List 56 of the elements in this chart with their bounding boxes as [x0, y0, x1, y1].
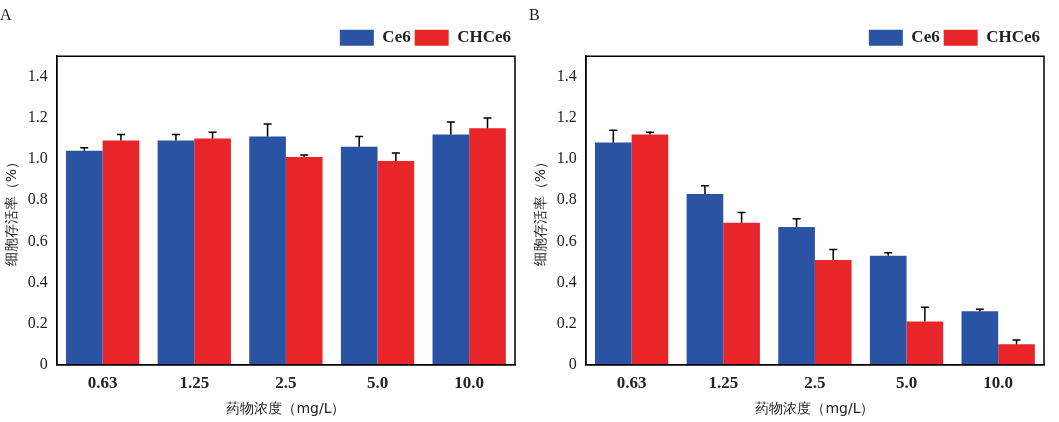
y-tick-label: 0.8: [27, 190, 48, 208]
x-tick-label: 10.0: [983, 373, 1014, 393]
bar: [723, 222, 760, 365]
y-tick-label: 1.4: [556, 66, 577, 84]
bar: [249, 136, 286, 365]
x-tick-label: 0.63: [87, 373, 118, 393]
legend-label: Ce6: [911, 27, 940, 47]
y-axis-title: 细胞存活率（%）: [532, 154, 549, 267]
bar: [194, 138, 231, 365]
y-tick-label: 1.2: [27, 108, 48, 126]
y-tick-label: 0.2: [27, 313, 48, 331]
y-tick-label: 1.2: [556, 108, 577, 126]
y-tick-label: 0: [568, 355, 577, 372]
y-tick-label: 0.8: [556, 190, 577, 208]
y-tick-label: 1.4: [27, 66, 48, 84]
x-axis-title: 药物浓度（mg/L）: [755, 400, 875, 417]
bar: [814, 259, 852, 365]
bar: [961, 311, 999, 365]
bar: [469, 128, 506, 365]
bar: [686, 194, 724, 365]
x-axis-title: 药物浓度（mg/L）: [226, 400, 346, 417]
bar: [432, 134, 470, 365]
bar: [377, 161, 415, 365]
x-tick-label: 1.25: [708, 373, 739, 393]
chart-title: A: [0, 5, 12, 23]
bar: [65, 150, 103, 365]
bar: [869, 255, 907, 365]
legend-label: Ce6: [382, 27, 411, 47]
bar: [906, 321, 944, 365]
legend-label: CHCe6: [986, 27, 1041, 47]
bar: [157, 140, 195, 365]
y-tick-label: 1.0: [556, 149, 577, 167]
y-tick-label: 0.6: [556, 231, 577, 249]
bar: [631, 134, 669, 365]
bar: [998, 344, 1035, 365]
y-tick-label: 1.0: [27, 149, 48, 167]
y-tick-label: 0.6: [27, 231, 48, 249]
x-tick-label: 0.63: [616, 373, 647, 393]
x-tick-label: 1.25: [179, 373, 210, 393]
bar: [778, 226, 815, 365]
y-axis-title: 细胞存活率（%）: [3, 154, 20, 267]
x-tick-label: 2.5: [804, 373, 826, 393]
x-tick-label: 5.0: [895, 373, 918, 393]
chart-title: B: [529, 5, 540, 23]
bar: [340, 146, 378, 365]
y-tick-label: 0.4: [556, 272, 577, 290]
y-tick-label: 0: [39, 355, 48, 372]
legend-label: CHCe6: [457, 27, 512, 47]
y-tick-label: 0.2: [556, 313, 577, 331]
bar: [594, 142, 632, 365]
x-tick-label: 10.0: [454, 373, 485, 393]
y-tick-label: 0.4: [27, 272, 48, 290]
x-tick-label: 2.5: [275, 373, 297, 393]
x-tick-label: 5.0: [366, 373, 389, 393]
bar: [102, 140, 140, 365]
bar: [285, 157, 323, 365]
